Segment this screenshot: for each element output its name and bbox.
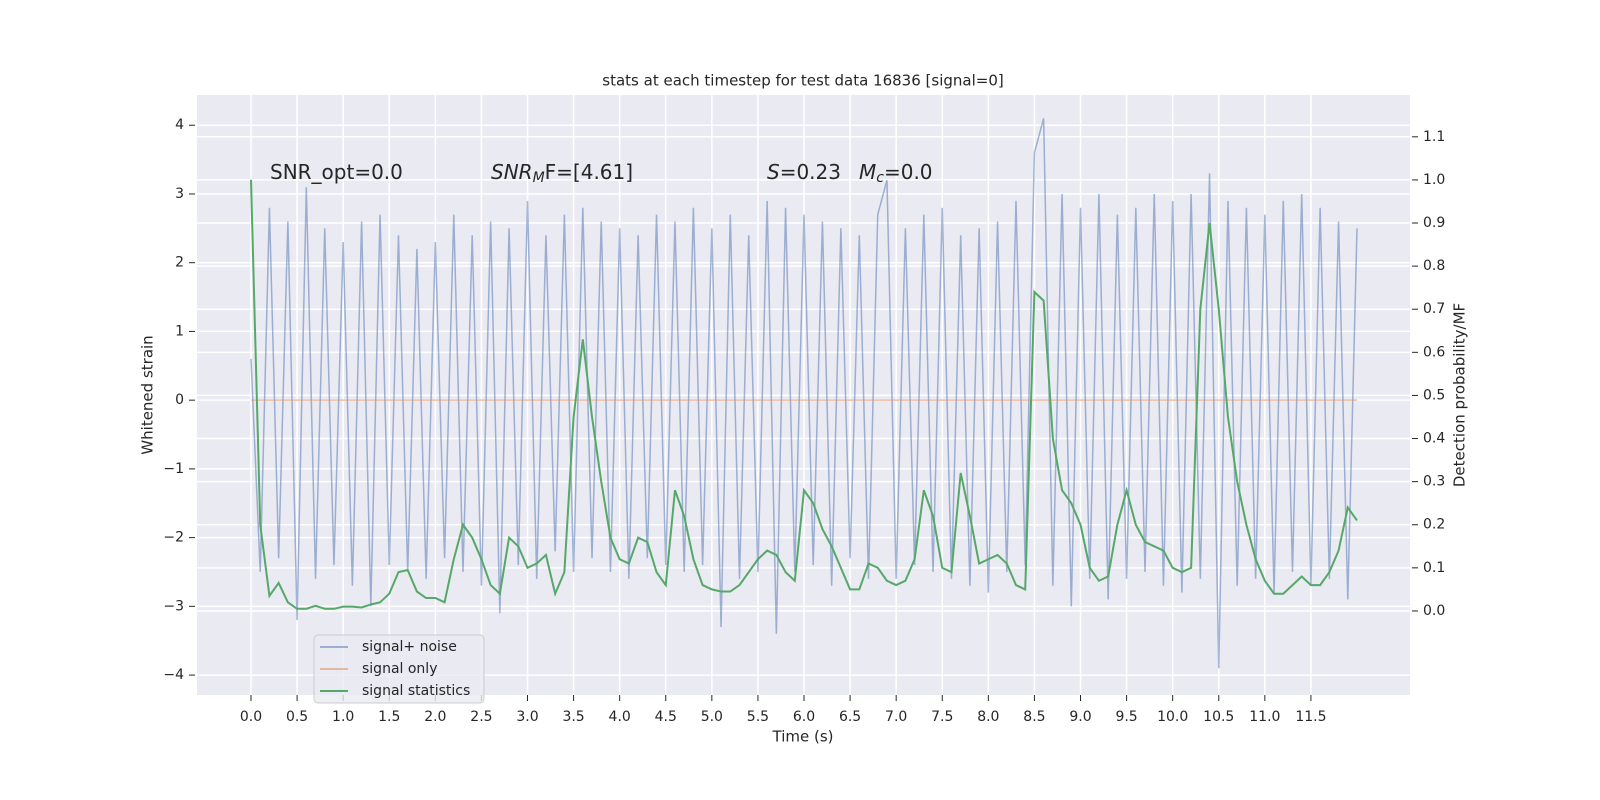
x-tick-label: 8.5 [1023, 709, 1045, 725]
y2-tick-label: 0.4 [1423, 431, 1445, 447]
x-tick-label: 9.0 [1069, 709, 1091, 725]
annotation-value: =0.0 [884, 160, 933, 184]
y-tick-label: −1 [163, 461, 184, 477]
x-tick-label: 0.0 [240, 709, 262, 725]
annotation-subscript: c [876, 170, 884, 186]
annotation: SNR_opt=0.0 [270, 160, 403, 184]
y2-tick-label: 0.7 [1423, 301, 1445, 317]
x-tick-label: 4.5 [655, 709, 677, 725]
x-tick-label: 11.0 [1249, 709, 1280, 725]
y-tick-label: −4 [163, 667, 184, 683]
x-tick-label: 10.0 [1157, 709, 1188, 725]
annotation-symbol: S [767, 160, 780, 184]
y2-tick-label: 0.1 [1423, 560, 1445, 576]
annotation-symbol: M [859, 160, 876, 184]
x-tick-label: 2.0 [424, 709, 446, 725]
y-tick-label: 4 [175, 117, 184, 133]
x-tick-label: 9.5 [1115, 709, 1137, 725]
y-tick-label: 2 [175, 255, 184, 271]
annotation: Mc=0.0 [859, 160, 933, 187]
x-tick-label: 7.5 [931, 709, 953, 725]
x-tick-label: 5.5 [747, 709, 769, 725]
x-tick-label: 0.5 [286, 709, 308, 725]
annotation-symbol: SNR [491, 160, 533, 184]
y2-tick-label: 0.0 [1423, 603, 1445, 619]
x-tick-label: 11.5 [1295, 709, 1326, 725]
y2-axis-label: Detection probability/MF [1451, 303, 1469, 487]
y-tick-label: −2 [163, 530, 184, 546]
series-line [250, 118, 1358, 669]
annotation-value: F=[4.61] [545, 160, 633, 184]
x-tick-label: 8.0 [977, 709, 999, 725]
x-tick-label: 4.0 [609, 709, 631, 725]
x-tick-label: 2.5 [470, 709, 492, 725]
annotation: SNRMF=[4.61] [491, 160, 633, 187]
x-tick-label: 1.5 [378, 709, 400, 725]
x-tick-label: 1.0 [332, 709, 354, 725]
x-tick-label: 6.5 [839, 709, 861, 725]
legend-label: signal statistics [362, 683, 470, 699]
series-line [250, 179, 1358, 610]
annotation-subscript: M [533, 170, 545, 186]
x-tick-label: 3.5 [562, 709, 584, 725]
y-axis-label: Whitened strain [139, 335, 157, 454]
legend-box [313, 634, 485, 704]
x-tick-label: 7.0 [885, 709, 907, 725]
y-tick-label: 3 [175, 186, 184, 202]
x-tick-label: 6.0 [793, 709, 815, 725]
chart-title: stats at each timestep for test data 168… [602, 72, 1003, 90]
x-tick-label: 10.5 [1203, 709, 1234, 725]
annotation-text: SNR_opt=0.0 [270, 160, 403, 184]
legend-label: signal only [362, 661, 437, 677]
y2-tick-label: 0.3 [1423, 474, 1445, 490]
legend-label: signal+ noise [362, 639, 457, 655]
x-tick-label: 3.0 [516, 709, 538, 725]
y-tick-label: 0 [175, 392, 184, 408]
annotation-value: =0.23 [780, 160, 841, 184]
y2-tick-label: 0.8 [1423, 258, 1445, 274]
x-tick-label: 5.0 [701, 709, 723, 725]
y2-tick-label: 0.6 [1423, 344, 1445, 360]
y2-tick-label: 1.0 [1423, 172, 1445, 188]
y2-tick-label: 0.2 [1423, 517, 1445, 533]
y-tick-label: 1 [175, 323, 184, 339]
y2-tick-label: 0.9 [1423, 215, 1445, 231]
annotation: S=0.23 [767, 160, 841, 184]
y2-tick-label: 0.5 [1423, 387, 1445, 403]
y-tick-label: −3 [163, 598, 184, 614]
y2-tick-label: 1.1 [1423, 129, 1445, 145]
x-axis-label: Time (s) [772, 728, 834, 746]
